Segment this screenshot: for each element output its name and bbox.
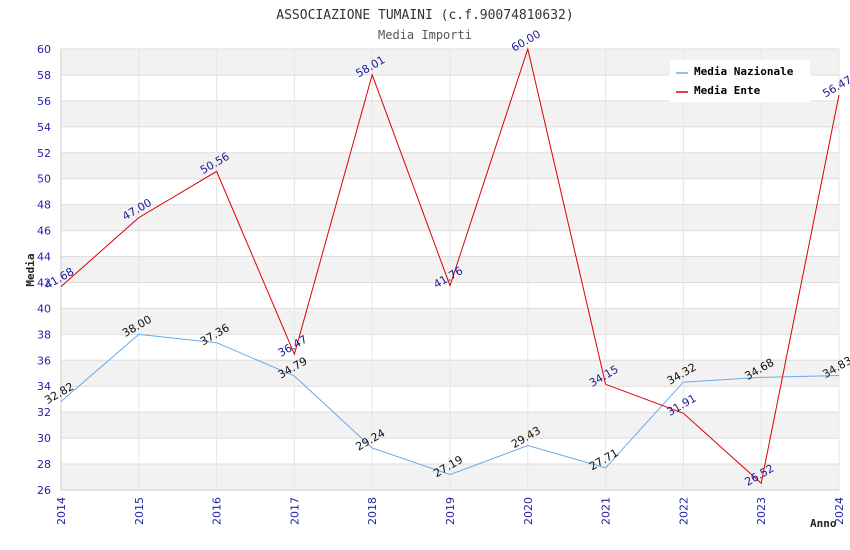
y-tick-label: 32	[37, 406, 51, 419]
series-line-media-ente	[60, 47, 840, 485]
x-tick-label: 2017	[288, 497, 301, 525]
y-tick-label: 28	[37, 458, 51, 471]
chart-subtitle: Media Importi	[378, 28, 472, 42]
y-tick-label: 30	[37, 432, 51, 445]
x-tick-label: 2018	[366, 497, 379, 525]
data-label-media-ente: 36.47	[276, 333, 310, 360]
legend-label-media-nazionale: Media Nazionale	[694, 65, 794, 78]
y-tick-label: 38	[37, 328, 51, 341]
y-tick-label: 42	[37, 276, 51, 289]
y-tick-labels: 26 28 30 32 34 36 38 40 42 44 46 48 50 52 54 56 58 60	[37, 43, 51, 497]
y-tick-label: 48	[37, 199, 51, 212]
y-tick-label: 52	[37, 147, 51, 160]
y-tick-label: 26	[37, 484, 51, 497]
y-tick-label: 58	[37, 69, 51, 82]
y-tick-label: 46	[37, 225, 51, 238]
series-lines	[60, 47, 840, 485]
x-tick-label: 2019	[444, 497, 457, 525]
x-tick-labels: 2014 2015 2016 2017 2018 2019 2020 2021 2022 2023…	[55, 497, 846, 525]
x-tick-label: 2020	[522, 497, 535, 525]
y-tick-label: 50	[37, 173, 51, 186]
y-tick-label: 60	[37, 43, 51, 56]
x-tick-label: 2016	[211, 497, 224, 525]
x-tick-label: 2021	[600, 497, 613, 525]
data-label-media-ente: 41.68	[42, 265, 76, 292]
x-tick-label: 2022	[677, 497, 690, 525]
grid-lines	[60, 48, 840, 491]
y-tick-label: 44	[37, 251, 51, 264]
y-tick-label: 54	[37, 121, 51, 134]
x-axis-label: Anno	[810, 517, 837, 530]
series-line-media-nazionale	[60, 333, 840, 476]
y-tick-label: 40	[37, 302, 51, 315]
legend-label-media-ente: Media Ente	[694, 84, 761, 97]
x-tick-label: 2014	[55, 497, 68, 525]
legend: Media Nazionale Media Ente	[670, 60, 810, 102]
legend-box	[670, 60, 810, 102]
y-tick-label: 34	[37, 380, 51, 393]
y-tick-label: 56	[37, 95, 51, 108]
x-tick-label: 2023	[755, 497, 768, 525]
x-tick-label: 2024	[833, 497, 846, 525]
y-axis-label: Media	[24, 253, 37, 286]
data-label-media-ente: 56.47	[820, 73, 850, 100]
x-tick-label: 2015	[133, 497, 146, 525]
chart-title: ASSOCIAZIONE TUMAINI (c.f.90074810632)	[276, 8, 573, 23]
y-tick-label: 36	[37, 354, 51, 367]
